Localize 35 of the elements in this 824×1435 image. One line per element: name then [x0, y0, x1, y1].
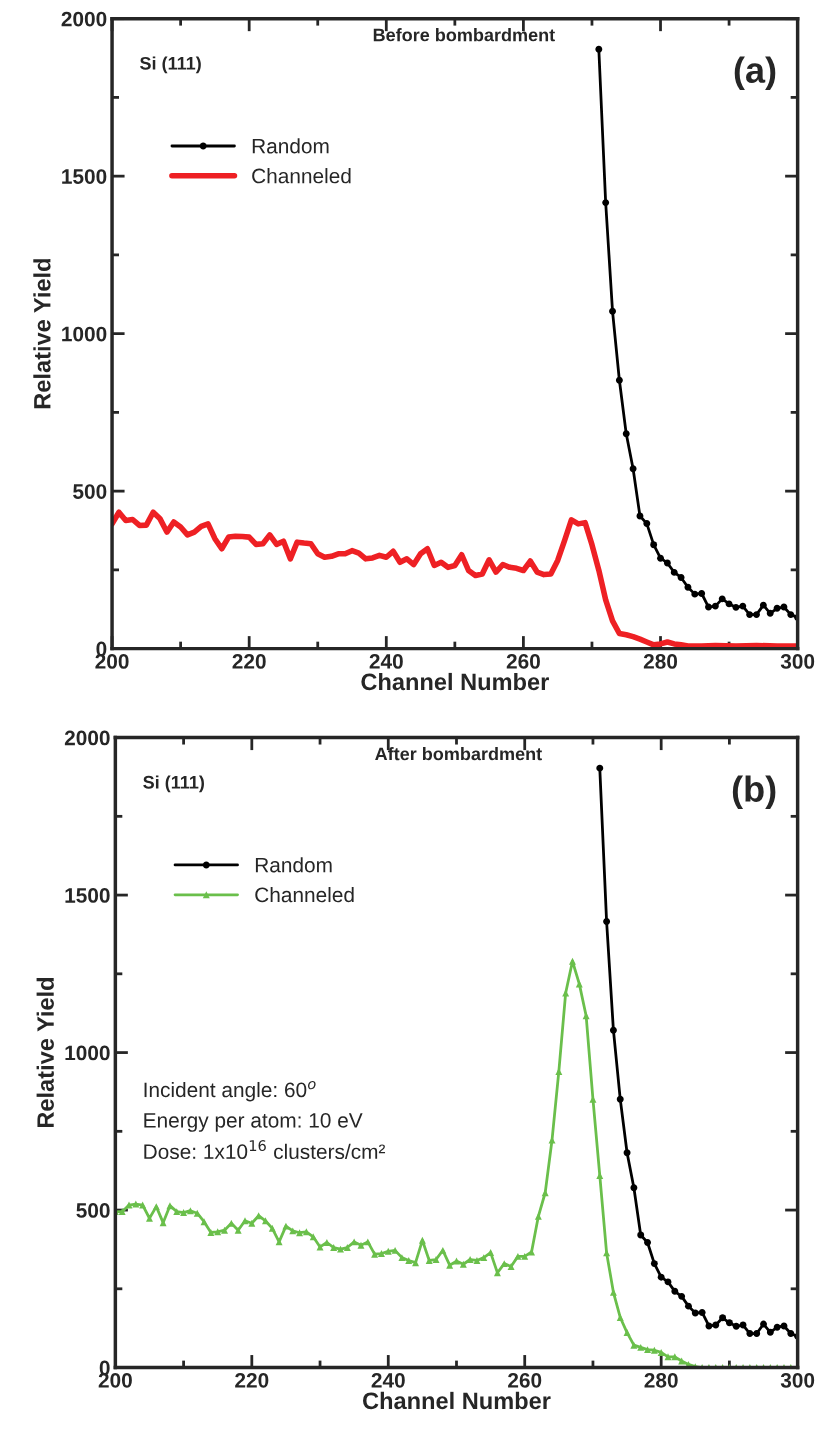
annotation: Dose: 1x10$^{16}$ clusters/cm²	[144, 1140, 386, 1160]
x-tick-label: 260	[506, 654, 540, 669]
y-tick-label: 1000	[65, 1045, 110, 1061]
legend-label: Channeled	[255, 886, 354, 903]
chart-title: Before bombardment	[373, 28, 555, 42]
x-tick-label: 280	[644, 1372, 678, 1388]
x-tick-label: 260	[508, 1372, 542, 1388]
x-tick-label: 280	[643, 654, 678, 669]
x-tick-label: 220	[232, 654, 266, 669]
annotation: (a)	[734, 56, 776, 91]
x-tick-label: 220	[235, 1372, 269, 1388]
x-tick-label: 300	[780, 1372, 815, 1388]
legend-label: Channeled	[252, 168, 351, 184]
annotation: (b)	[732, 775, 776, 810]
legend-label: Random	[255, 857, 332, 873]
y-tick-label: 500	[73, 484, 107, 499]
x-tick-label: 240	[371, 1372, 405, 1388]
annotation: Si (111)	[143, 775, 204, 793]
annotation: Si (111)	[140, 56, 201, 74]
x-tick-label: 240	[369, 654, 403, 669]
y-tick-label: 1500	[62, 169, 107, 184]
y-tick-label: 500	[76, 1203, 110, 1218]
x-tick-label: 300	[780, 654, 815, 669]
y-axis-title: Relative Yield	[36, 978, 54, 1128]
y-tick-label: 1000	[62, 326, 107, 342]
legend-label: Random	[252, 138, 329, 154]
chart-title: After bombardment	[375, 747, 542, 761]
annotation: Energy per atom: 10 eV	[144, 1112, 363, 1132]
x-axis-title: Channel Number	[361, 672, 549, 691]
y-tick-label: 2000	[64, 730, 110, 746]
x-axis-title: Channel Number	[363, 1391, 551, 1410]
annotation: Incident angle: 60$^{o}$	[144, 1080, 316, 1102]
y-axis-title: Relative Yield	[33, 259, 51, 409]
y-tick-label: 2000	[61, 11, 107, 27]
y-tick-label: 1500	[65, 888, 110, 903]
